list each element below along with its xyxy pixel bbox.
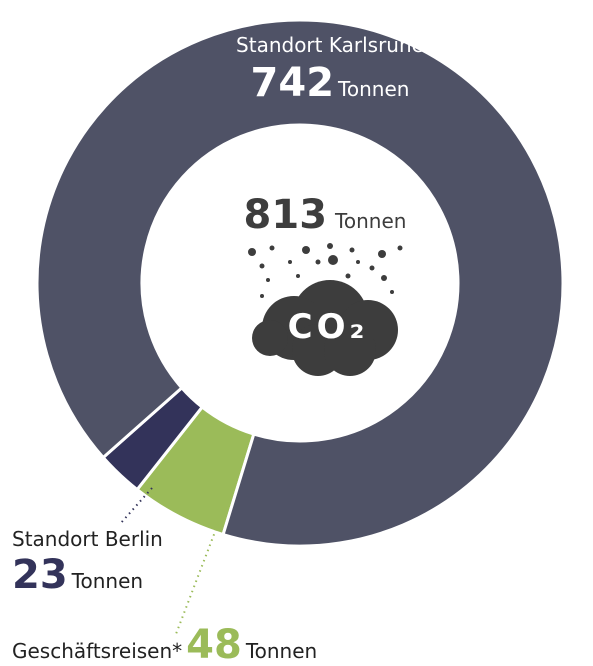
segment-label: Standort Karlsruhe — [236, 33, 424, 57]
icon-label: CO₂ — [288, 307, 369, 347]
value: 23 — [12, 552, 68, 598]
co2-icon — [248, 243, 403, 376]
segment-value: 742 Tonnen — [251, 60, 410, 106]
leader-line — [175, 523, 219, 635]
total-value: 813 — [244, 192, 328, 238]
unit: Tonnen — [337, 77, 409, 101]
segment-label: Standort Berlin — [12, 527, 163, 551]
unit: Tonnen — [71, 569, 143, 593]
donut-segment — [35, 18, 565, 548]
segment-value: Geschäftsreisen* 48 Tonnen — [12, 622, 317, 666]
unit: Tonnen — [245, 639, 317, 663]
segment-value: 23 Tonnen — [12, 552, 143, 598]
value: 48 — [186, 622, 242, 666]
segment-label: Geschäftsreisen* — [12, 639, 182, 663]
total: 813 Tonnen — [244, 192, 407, 238]
unit: Tonnen — [334, 209, 406, 233]
value: 742 — [251, 60, 335, 106]
donut — [35, 18, 565, 548]
